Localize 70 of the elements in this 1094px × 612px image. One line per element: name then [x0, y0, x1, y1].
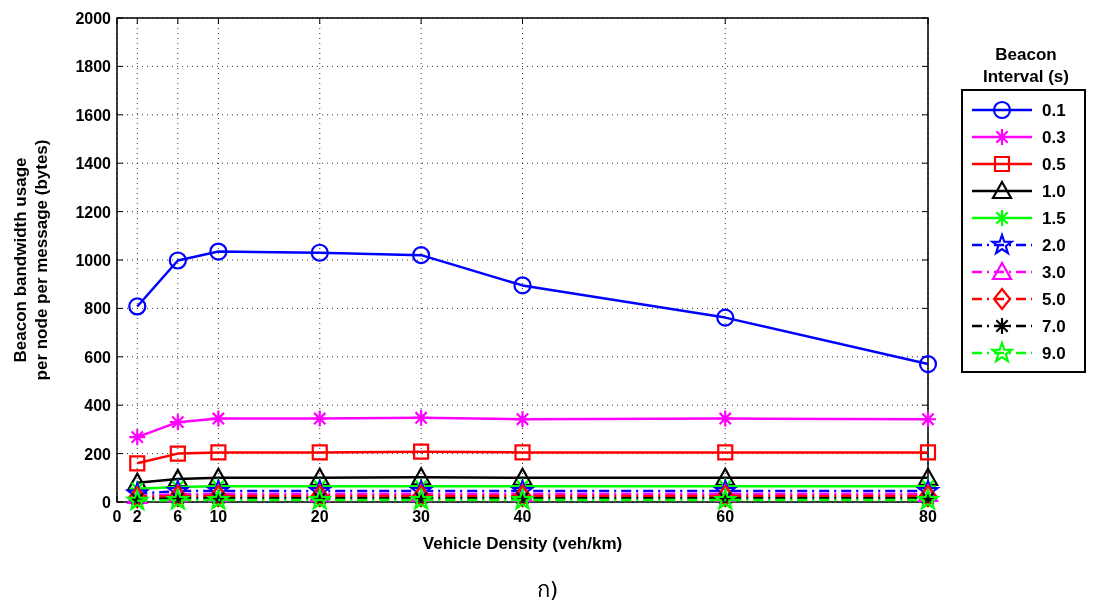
- point: [128, 297, 147, 316]
- point: [412, 484, 431, 508]
- point: [918, 354, 938, 374]
- legend-label: 0.1: [1042, 101, 1066, 120]
- point: [514, 444, 531, 461]
- point: [513, 276, 532, 295]
- point: [209, 409, 228, 428]
- point: [169, 445, 186, 462]
- point: [512, 467, 533, 486]
- point: [716, 308, 735, 327]
- legend-label: 9.0: [1042, 344, 1066, 363]
- x-tick-label: 60: [716, 508, 735, 525]
- text: ก): [536, 577, 559, 602]
- x-tick-label: 6: [173, 508, 183, 525]
- y-tick-label: 1600: [75, 106, 112, 124]
- point: [310, 409, 329, 428]
- point: [309, 467, 330, 486]
- point: [919, 444, 937, 461]
- point: [310, 484, 329, 508]
- legend-label: 1.5: [1042, 209, 1066, 228]
- x-tick-label: 20: [310, 508, 329, 525]
- y-axis-title: Beacon bandwidth usage per node per message (bytes): [11, 139, 51, 381]
- point: [716, 484, 735, 508]
- point: [209, 242, 228, 261]
- x-tick-label: 40: [513, 508, 532, 525]
- x-axis-title: Vehicle Density (veh/km): [422, 534, 623, 553]
- y-tick-label: 400: [84, 397, 112, 415]
- y-tick-label: 1400: [75, 155, 112, 173]
- point: [716, 409, 735, 428]
- point: [412, 408, 431, 427]
- y-tick-label: 600: [84, 348, 112, 366]
- point: [311, 444, 328, 461]
- y-tick-label: 0: [102, 494, 112, 511]
- x-tick-label: 30: [412, 508, 431, 525]
- legend-label: 0.5: [1042, 155, 1066, 174]
- x-tick-label: 2: [132, 508, 142, 525]
- point: [413, 443, 430, 460]
- point: [168, 251, 187, 270]
- point: [918, 410, 938, 429]
- y-tick-label: 2000: [75, 10, 112, 27]
- legend-label: 2.0: [1042, 236, 1066, 255]
- legend-label: 3.0: [1042, 263, 1066, 282]
- legend-title: Beacon Interval (s): [983, 45, 1069, 86]
- point: [209, 484, 228, 508]
- y-tick-label: 200: [84, 445, 112, 463]
- point: [210, 444, 227, 461]
- y-tick-label: 1200: [75, 203, 112, 221]
- point: [168, 484, 187, 508]
- point: [717, 444, 734, 461]
- legend-label: 0.3: [1042, 128, 1066, 147]
- point: [167, 468, 188, 488]
- legend-label: 1.0: [1042, 182, 1066, 201]
- y-tick-label: 1000: [75, 252, 112, 269]
- y-tick-label: 800: [84, 300, 112, 318]
- point: [917, 467, 939, 486]
- point: [129, 455, 146, 472]
- point: [513, 410, 532, 429]
- y-tick-label: 1800: [75, 58, 112, 76]
- point: [310, 243, 329, 262]
- point: [412, 246, 431, 265]
- point: [168, 413, 187, 432]
- legend-label: 7.0: [1042, 317, 1066, 336]
- point: [128, 428, 147, 447]
- x-tick-label: 80: [919, 508, 937, 525]
- point: [208, 467, 229, 486]
- point: [411, 467, 432, 486]
- legend-label: 5.0: [1042, 290, 1066, 309]
- point: [715, 467, 736, 486]
- x-tick-label: 10: [209, 508, 228, 525]
- point: [513, 484, 532, 508]
